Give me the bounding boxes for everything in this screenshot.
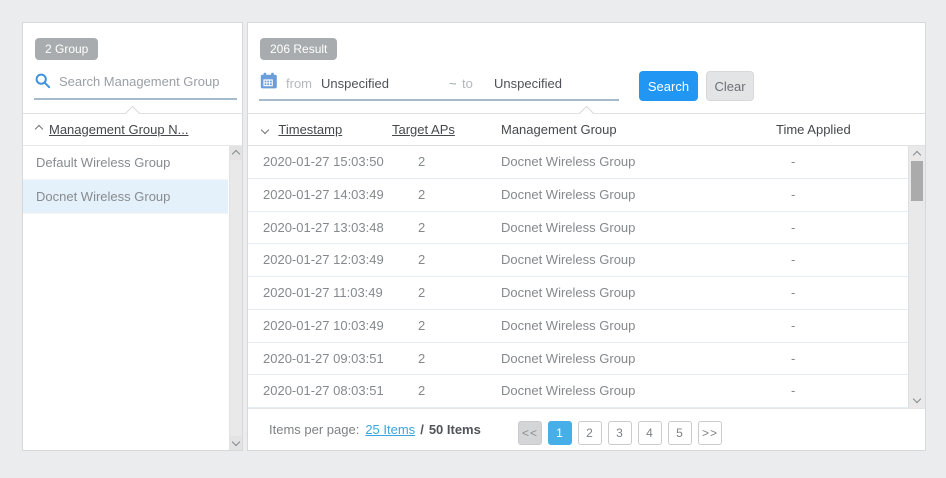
page-button-3[interactable]: 3 <box>608 421 632 445</box>
cell-target-aps: 2 <box>418 252 426 268</box>
clear-button[interactable]: Clear <box>706 71 754 101</box>
sort-desc-icon <box>260 125 270 135</box>
cell-management-group: Docnet Wireless Group <box>501 186 636 202</box>
cell-target-aps: 2 <box>418 317 426 333</box>
group-count-badge: 2 Group <box>35 38 99 60</box>
search-underline <box>34 98 237 100</box>
sort-asc-icon <box>34 124 44 134</box>
page-button-2[interactable]: 2 <box>578 421 602 445</box>
result-count-badge: 206 Result <box>260 38 338 60</box>
column-header-target-aps[interactable]: Target APs <box>392 122 455 137</box>
list-item-selected[interactable]: Docnet Wireless Group <box>23 180 228 214</box>
cell-target-aps: 2 <box>418 383 426 399</box>
table-row[interactable]: 2020-01-27 15:03:50 2 Docnet Wireless Gr… <box>248 146 909 179</box>
date-range-underline <box>259 99 619 101</box>
table-row[interactable]: 2020-01-27 11:03:49 2 Docnet Wireless Gr… <box>248 277 909 310</box>
cell-management-group: Docnet Wireless Group <box>501 350 636 366</box>
table-row[interactable]: 2020-01-27 14:03:49 2 Docnet Wireless Gr… <box>248 179 909 212</box>
scrollbar[interactable] <box>229 146 242 450</box>
list-item[interactable]: Default Wireless Group <box>23 146 228 180</box>
page-button-5[interactable]: 5 <box>668 421 692 445</box>
cell-timestamp: 2020-01-27 10:03:49 <box>263 317 384 333</box>
cell-management-group: Docnet Wireless Group <box>501 317 636 333</box>
table-row[interactable]: 2020-01-27 12:03:49 2 Docnet Wireless Gr… <box>248 244 909 277</box>
cell-target-aps: 2 <box>418 154 426 169</box>
cell-management-group: Docnet Wireless Group <box>501 252 636 268</box>
prev-page-button[interactable]: << <box>518 421 542 445</box>
scrollbar[interactable] <box>908 146 925 408</box>
group-list-header-label[interactable]: Management Group N... <box>49 121 189 137</box>
cell-time-applied: - <box>791 285 796 300</box>
scrollbar-thumb[interactable] <box>911 161 923 201</box>
items-per-page-link[interactable]: 25 Items <box>365 422 416 437</box>
search-icon <box>34 72 52 90</box>
table-header: Timestamp Target APs Management Group Ti… <box>248 113 925 146</box>
cell-time-applied: - <box>791 350 796 366</box>
search-input[interactable] <box>59 71 227 91</box>
chevron-down-icon <box>231 437 241 447</box>
table-row[interactable]: 2020-01-27 09:03:51 2 Docnet Wireless Gr… <box>248 343 909 376</box>
pagination-bar: Items per page: 25 Items / 50 Items << 1… <box>248 408 925 450</box>
cell-target-aps: 2 <box>418 219 426 235</box>
items-per-page-label: Items per page: <box>269 422 360 437</box>
to-label: to <box>462 76 473 91</box>
pager: << 1 2 3 4 5 >> <box>518 421 722 445</box>
column-header-management-group: Management Group <box>501 122 617 137</box>
chevron-up-icon <box>231 149 241 159</box>
group-list: Default Wireless Group Docnet Wireless G… <box>23 146 228 214</box>
table-row[interactable]: 2020-01-27 08:03:51 2 Docnet Wireless Gr… <box>248 375 909 408</box>
total-items-label: 50 Items <box>428 422 481 437</box>
chevron-up-icon <box>912 150 922 160</box>
group-list-header[interactable]: Management Group N... <box>23 113 242 146</box>
divider <box>248 105 925 122</box>
cell-time-applied: - <box>791 252 796 268</box>
cell-timestamp: 2020-01-27 09:03:51 <box>263 350 384 366</box>
chevron-down-icon <box>912 394 922 404</box>
cell-time-applied: - <box>791 154 796 169</box>
date-to-field[interactable]: Unspecified <box>494 76 562 91</box>
cell-time-applied: - <box>791 383 796 399</box>
scroll-up-button[interactable] <box>230 146 242 160</box>
cell-target-aps: 2 <box>418 350 426 366</box>
cell-timestamp: 2020-01-27 12:03:49 <box>263 252 384 268</box>
cell-timestamp: 2020-01-27 14:03:49 <box>263 186 384 202</box>
pagination-separator: / <box>420 422 424 437</box>
cell-management-group: Docnet Wireless Group <box>501 285 636 300</box>
calendar-icon[interactable] <box>260 72 278 90</box>
page-button-4[interactable]: 4 <box>638 421 662 445</box>
cell-time-applied: - <box>791 219 796 235</box>
page-button-1[interactable]: 1 <box>548 421 572 445</box>
results-panel: 206 Result from Unspecified ~ to Unspeci… <box>247 22 926 451</box>
table-body: 2020-01-27 15:03:50 2 Docnet Wireless Gr… <box>248 146 909 408</box>
group-list-panel: 2 Group Management Group N... Default Wi… <box>22 22 243 451</box>
cell-management-group: Docnet Wireless Group <box>501 219 636 235</box>
column-header-time-applied: Time Applied <box>776 122 851 137</box>
next-page-button[interactable]: >> <box>698 421 722 445</box>
divider <box>23 105 242 122</box>
cell-management-group: Docnet Wireless Group <box>501 383 636 399</box>
range-separator: ~ <box>449 76 457 91</box>
cell-time-applied: - <box>791 186 796 202</box>
table-row[interactable]: 2020-01-27 10:03:49 2 Docnet Wireless Gr… <box>248 310 909 343</box>
scroll-up-button[interactable] <box>909 149 925 161</box>
cell-time-applied: - <box>791 317 796 333</box>
cell-timestamp: 2020-01-27 11:03:49 <box>263 285 383 300</box>
cell-timestamp: 2020-01-27 13:03:48 <box>263 219 384 235</box>
scroll-down-button[interactable] <box>230 436 242 450</box>
scroll-down-button[interactable] <box>909 393 925 405</box>
date-from-field[interactable]: Unspecified <box>321 76 389 91</box>
cell-target-aps: 2 <box>418 285 426 300</box>
column-header-timestamp[interactable]: Timestamp <box>260 113 342 146</box>
cell-timestamp: 2020-01-27 08:03:51 <box>263 383 384 399</box>
search-button[interactable]: Search <box>639 71 698 101</box>
cell-timestamp: 2020-01-27 15:03:50 <box>263 154 384 169</box>
table-row[interactable]: 2020-01-27 13:03:48 2 Docnet Wireless Gr… <box>248 212 909 245</box>
cell-management-group: Docnet Wireless Group <box>501 154 636 169</box>
cell-target-aps: 2 <box>418 186 426 202</box>
from-label: from <box>286 76 312 91</box>
